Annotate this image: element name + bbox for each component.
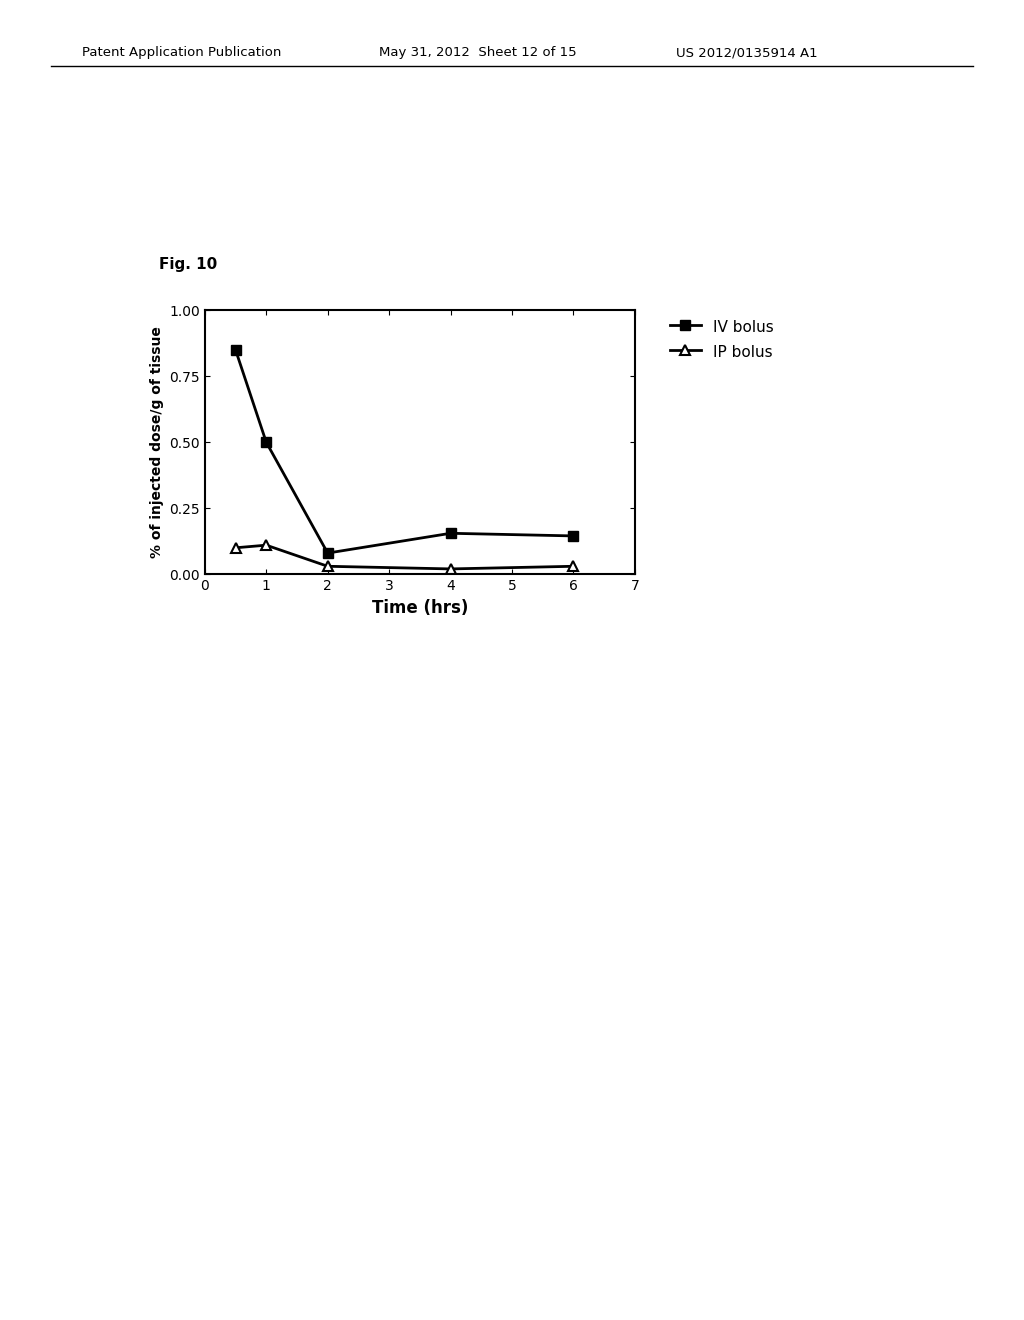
IP bolus — [444, 561, 457, 577]
X-axis label: Time (hrs): Time (hrs) — [372, 598, 468, 616]
Text: May 31, 2012  Sheet 12 of 15: May 31, 2012 Sheet 12 of 15 — [379, 46, 577, 59]
IV bolus — [260, 434, 272, 450]
Text: US 2012/0135914 A1: US 2012/0135914 A1 — [676, 46, 817, 59]
Line: IV bolus: IV bolus — [230, 345, 579, 558]
IP bolus — [567, 558, 580, 574]
Text: Patent Application Publication: Patent Application Publication — [82, 46, 282, 59]
Text: Fig. 10: Fig. 10 — [159, 257, 217, 272]
Line: IP bolus: IP bolus — [230, 540, 579, 574]
Legend: IV bolus, IP bolus: IV bolus, IP bolus — [664, 313, 779, 366]
IV bolus — [444, 525, 457, 541]
IV bolus — [322, 545, 334, 561]
IP bolus — [322, 558, 334, 574]
IV bolus — [567, 528, 580, 544]
Y-axis label: % of injected dose/g of tissue: % of injected dose/g of tissue — [150, 326, 164, 558]
IV bolus — [229, 342, 242, 358]
IP bolus — [260, 537, 272, 553]
IP bolus — [229, 540, 242, 556]
